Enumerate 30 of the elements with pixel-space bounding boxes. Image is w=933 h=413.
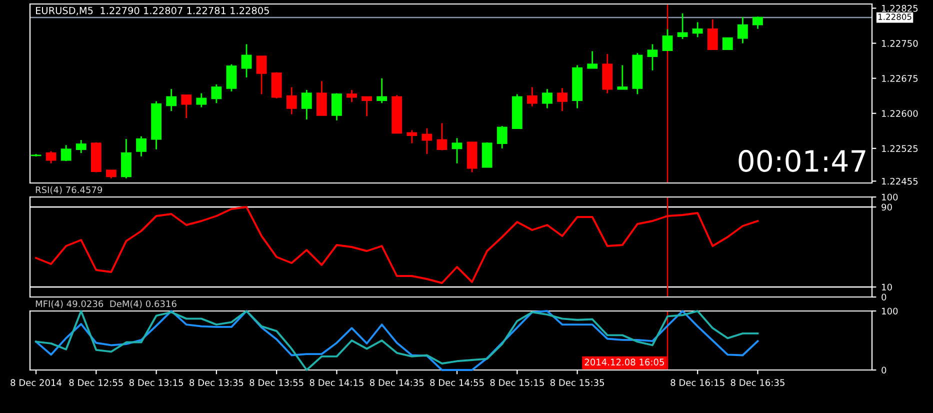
text: MFI(4) 49.0236 DeM(4) 0.6316 bbox=[36, 300, 176, 308]
y-tick-label: 1.22675 bbox=[882, 75, 918, 82]
y-tick-label: 1.22525 bbox=[882, 145, 918, 152]
x-tick-label: 8 Dec 16:35 bbox=[730, 379, 784, 386]
y-tick-label: 1.22600 bbox=[882, 110, 918, 117]
x-tick-label: 8 Dec 13:55 bbox=[250, 379, 304, 386]
text: RSI(4) 76.4579 bbox=[36, 186, 102, 194]
chart-title: EURUSD,M5 1.22790 1.22807 1.22781 1.22805 bbox=[36, 6, 269, 16]
annotation: 00:01:47 bbox=[738, 150, 866, 172]
ref-line-label: 2014.12.08 16:05 bbox=[584, 358, 664, 366]
x-tick-label: 8 Dec 14:15 bbox=[310, 379, 364, 386]
x-tick-label: 8 Dec 15:35 bbox=[550, 379, 604, 386]
y-tick-label: 1.22455 bbox=[882, 178, 918, 185]
x-tick-label: 8 Dec 14:35 bbox=[370, 379, 424, 386]
x-tick-label: 8 Dec 13:35 bbox=[190, 379, 244, 386]
x-tick-label: 8 Dec 12:55 bbox=[69, 379, 123, 386]
y-tick-label: 1.22825 bbox=[882, 4, 918, 12]
x-tick-label: 8 Dec 16:15 bbox=[670, 379, 724, 386]
ref-line-label: 1.22805 bbox=[878, 14, 912, 20]
y-tick-label: 1.22750 bbox=[882, 40, 918, 47]
y-tick-label: 90 bbox=[882, 204, 892, 211]
y-tick-label: 10 bbox=[882, 284, 892, 291]
y-tick-label: 100 bbox=[882, 308, 898, 315]
x-tick-label: 8 Dec 13:15 bbox=[129, 379, 183, 386]
y-tick-label: 0 bbox=[882, 366, 886, 374]
y-tick-label: 0 bbox=[882, 294, 886, 301]
x-tick-label: 8 Dec 2014 bbox=[10, 379, 62, 386]
x-tick-label: 8 Dec 15:15 bbox=[490, 379, 544, 386]
y-tick-label: 100 bbox=[882, 194, 898, 201]
x-tick-label: 8 Dec 14:55 bbox=[430, 379, 484, 386]
